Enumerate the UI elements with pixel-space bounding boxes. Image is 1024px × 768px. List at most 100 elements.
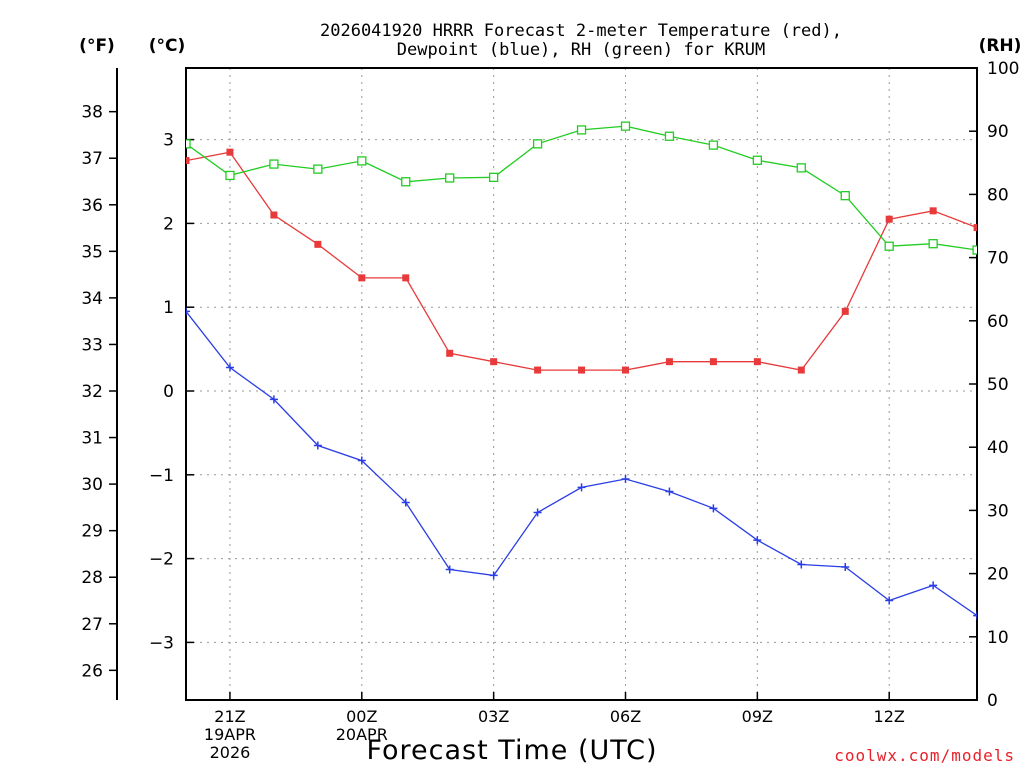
temperature-point: [186, 157, 190, 165]
rh-point: [708, 140, 719, 150]
x-tick-label: 21Z: [214, 707, 245, 726]
dewpoint-point: [753, 536, 762, 545]
fahrenheit-tick-label: 34: [81, 289, 103, 309]
temperature-line: [186, 151, 977, 371]
fahrenheit-tick-label: 36: [81, 196, 103, 216]
temperature-point: [358, 274, 366, 282]
series-group: [186, 121, 977, 620]
temperature-point: [226, 148, 234, 156]
dewpoint-point: [797, 560, 806, 569]
rh-tick-label: 50: [987, 375, 1009, 395]
rh-point: [664, 131, 675, 141]
x-tick-label: 19APR: [204, 725, 256, 744]
x-tick-label: 20APR: [336, 725, 388, 744]
dewpoint-point: [269, 395, 278, 404]
x-tick-label: 2026: [210, 743, 251, 762]
dewpoint-point: [709, 504, 718, 513]
chart-title-line-1: 2026041920 HRRR Forecast 2-meter Tempera…: [320, 21, 842, 41]
rh-tick-label: 100: [987, 59, 1019, 79]
rh-tick-label: 0: [987, 691, 998, 711]
celsius-tick-label: −2: [149, 550, 174, 570]
celsius-tick-label: 2: [163, 214, 174, 234]
temperature-point: [973, 224, 977, 232]
temperature-point: [270, 211, 278, 219]
temperature-point: [929, 207, 937, 215]
dewpoint-point: [621, 474, 630, 483]
rh-point: [357, 156, 367, 166]
rh-point: [972, 245, 977, 255]
dewpoint-point: [186, 307, 190, 316]
fahrenheit-tick-label: 28: [81, 568, 103, 588]
dewpoint-point: [841, 562, 850, 571]
rh-point: [884, 241, 894, 251]
rh-tick-label: 70: [987, 249, 1009, 269]
fahrenheit-tick-label: 37: [81, 149, 103, 169]
dewpoint-point: [973, 611, 977, 620]
temperature-point: [841, 307, 849, 315]
rh-point: [840, 191, 850, 201]
celsius-tick-label: 1: [163, 298, 174, 318]
temperature-point: [314, 240, 322, 248]
fahrenheit-tick-label: 29: [81, 522, 103, 542]
temperature-point: [578, 366, 586, 374]
rh-line: [186, 125, 977, 251]
temperature-point: [402, 274, 410, 282]
rh-point: [532, 139, 543, 149]
data-series: [186, 121, 977, 620]
fahrenheit-tick-label: 33: [81, 335, 103, 355]
temperature-point: [797, 366, 805, 374]
axes: [109, 67, 978, 701]
rh-tick-label: 60: [987, 312, 1009, 332]
x-tick-label: 06Z: [610, 707, 641, 726]
dewpoint-point: [225, 363, 234, 372]
celsius-tick-label: −3: [149, 633, 174, 653]
celsius-tick-label: −1: [149, 466, 174, 486]
x-tick-label: 09Z: [742, 707, 773, 726]
chart-title-line-2: Dewpoint (blue), RH (green) for KRUM: [397, 40, 765, 60]
grid: [186, 68, 977, 700]
dewpoint-point: [885, 596, 894, 605]
dewpoint-line: [186, 310, 977, 617]
temperature-point: [490, 358, 498, 366]
fahrenheit-tick-label: 31: [81, 429, 103, 449]
temperature-point: [446, 349, 454, 357]
rh-point: [620, 121, 631, 131]
rh-point: [401, 177, 411, 187]
dewpoint-point: [401, 498, 410, 507]
dewpoint-point: [489, 571, 498, 580]
celsius-unit-label: (°C): [149, 36, 186, 56]
x-tick-label: 12Z: [874, 707, 905, 726]
x-tick-label: 03Z: [478, 707, 509, 726]
source-credit: coolwx.com/models: [834, 746, 1015, 765]
rh-unit-label: (RH): [979, 36, 1022, 56]
celsius-tick-label: 3: [163, 131, 174, 151]
rh-point: [313, 164, 323, 174]
rh-point: [445, 173, 455, 183]
plot-frame: [185, 67, 978, 701]
fahrenheit-unit-label: (°F): [79, 36, 115, 56]
dewpoint-point: [445, 565, 454, 574]
temperature-point: [885, 215, 893, 223]
dewpoint-point: [357, 456, 366, 465]
x-axis-title: Forecast Time (UTC): [366, 735, 657, 766]
rh-point: [796, 163, 806, 173]
tick-labels: 3210−1−2−3383736353433323130292827261009…: [81, 59, 1019, 762]
rh-point: [752, 155, 762, 165]
rh-point: [269, 159, 279, 169]
fahrenheit-tick-label: 26: [81, 661, 103, 681]
rh-point: [186, 139, 191, 149]
fahrenheit-tick-label: 27: [81, 615, 103, 635]
fahrenheit-tick-label: 35: [81, 242, 103, 262]
rh-tick-label: 80: [987, 185, 1009, 205]
dewpoint-point: [533, 508, 542, 517]
rh-point: [225, 170, 235, 181]
rh-tick-label: 10: [987, 628, 1009, 648]
rh-point: [488, 172, 499, 182]
temperature-point: [753, 358, 761, 366]
rh-tick-label: 40: [987, 438, 1009, 458]
dewpoint-point: [929, 581, 938, 590]
temperature-point: [534, 366, 542, 374]
rh-point: [576, 125, 587, 135]
dewpoint-point: [665, 487, 674, 496]
